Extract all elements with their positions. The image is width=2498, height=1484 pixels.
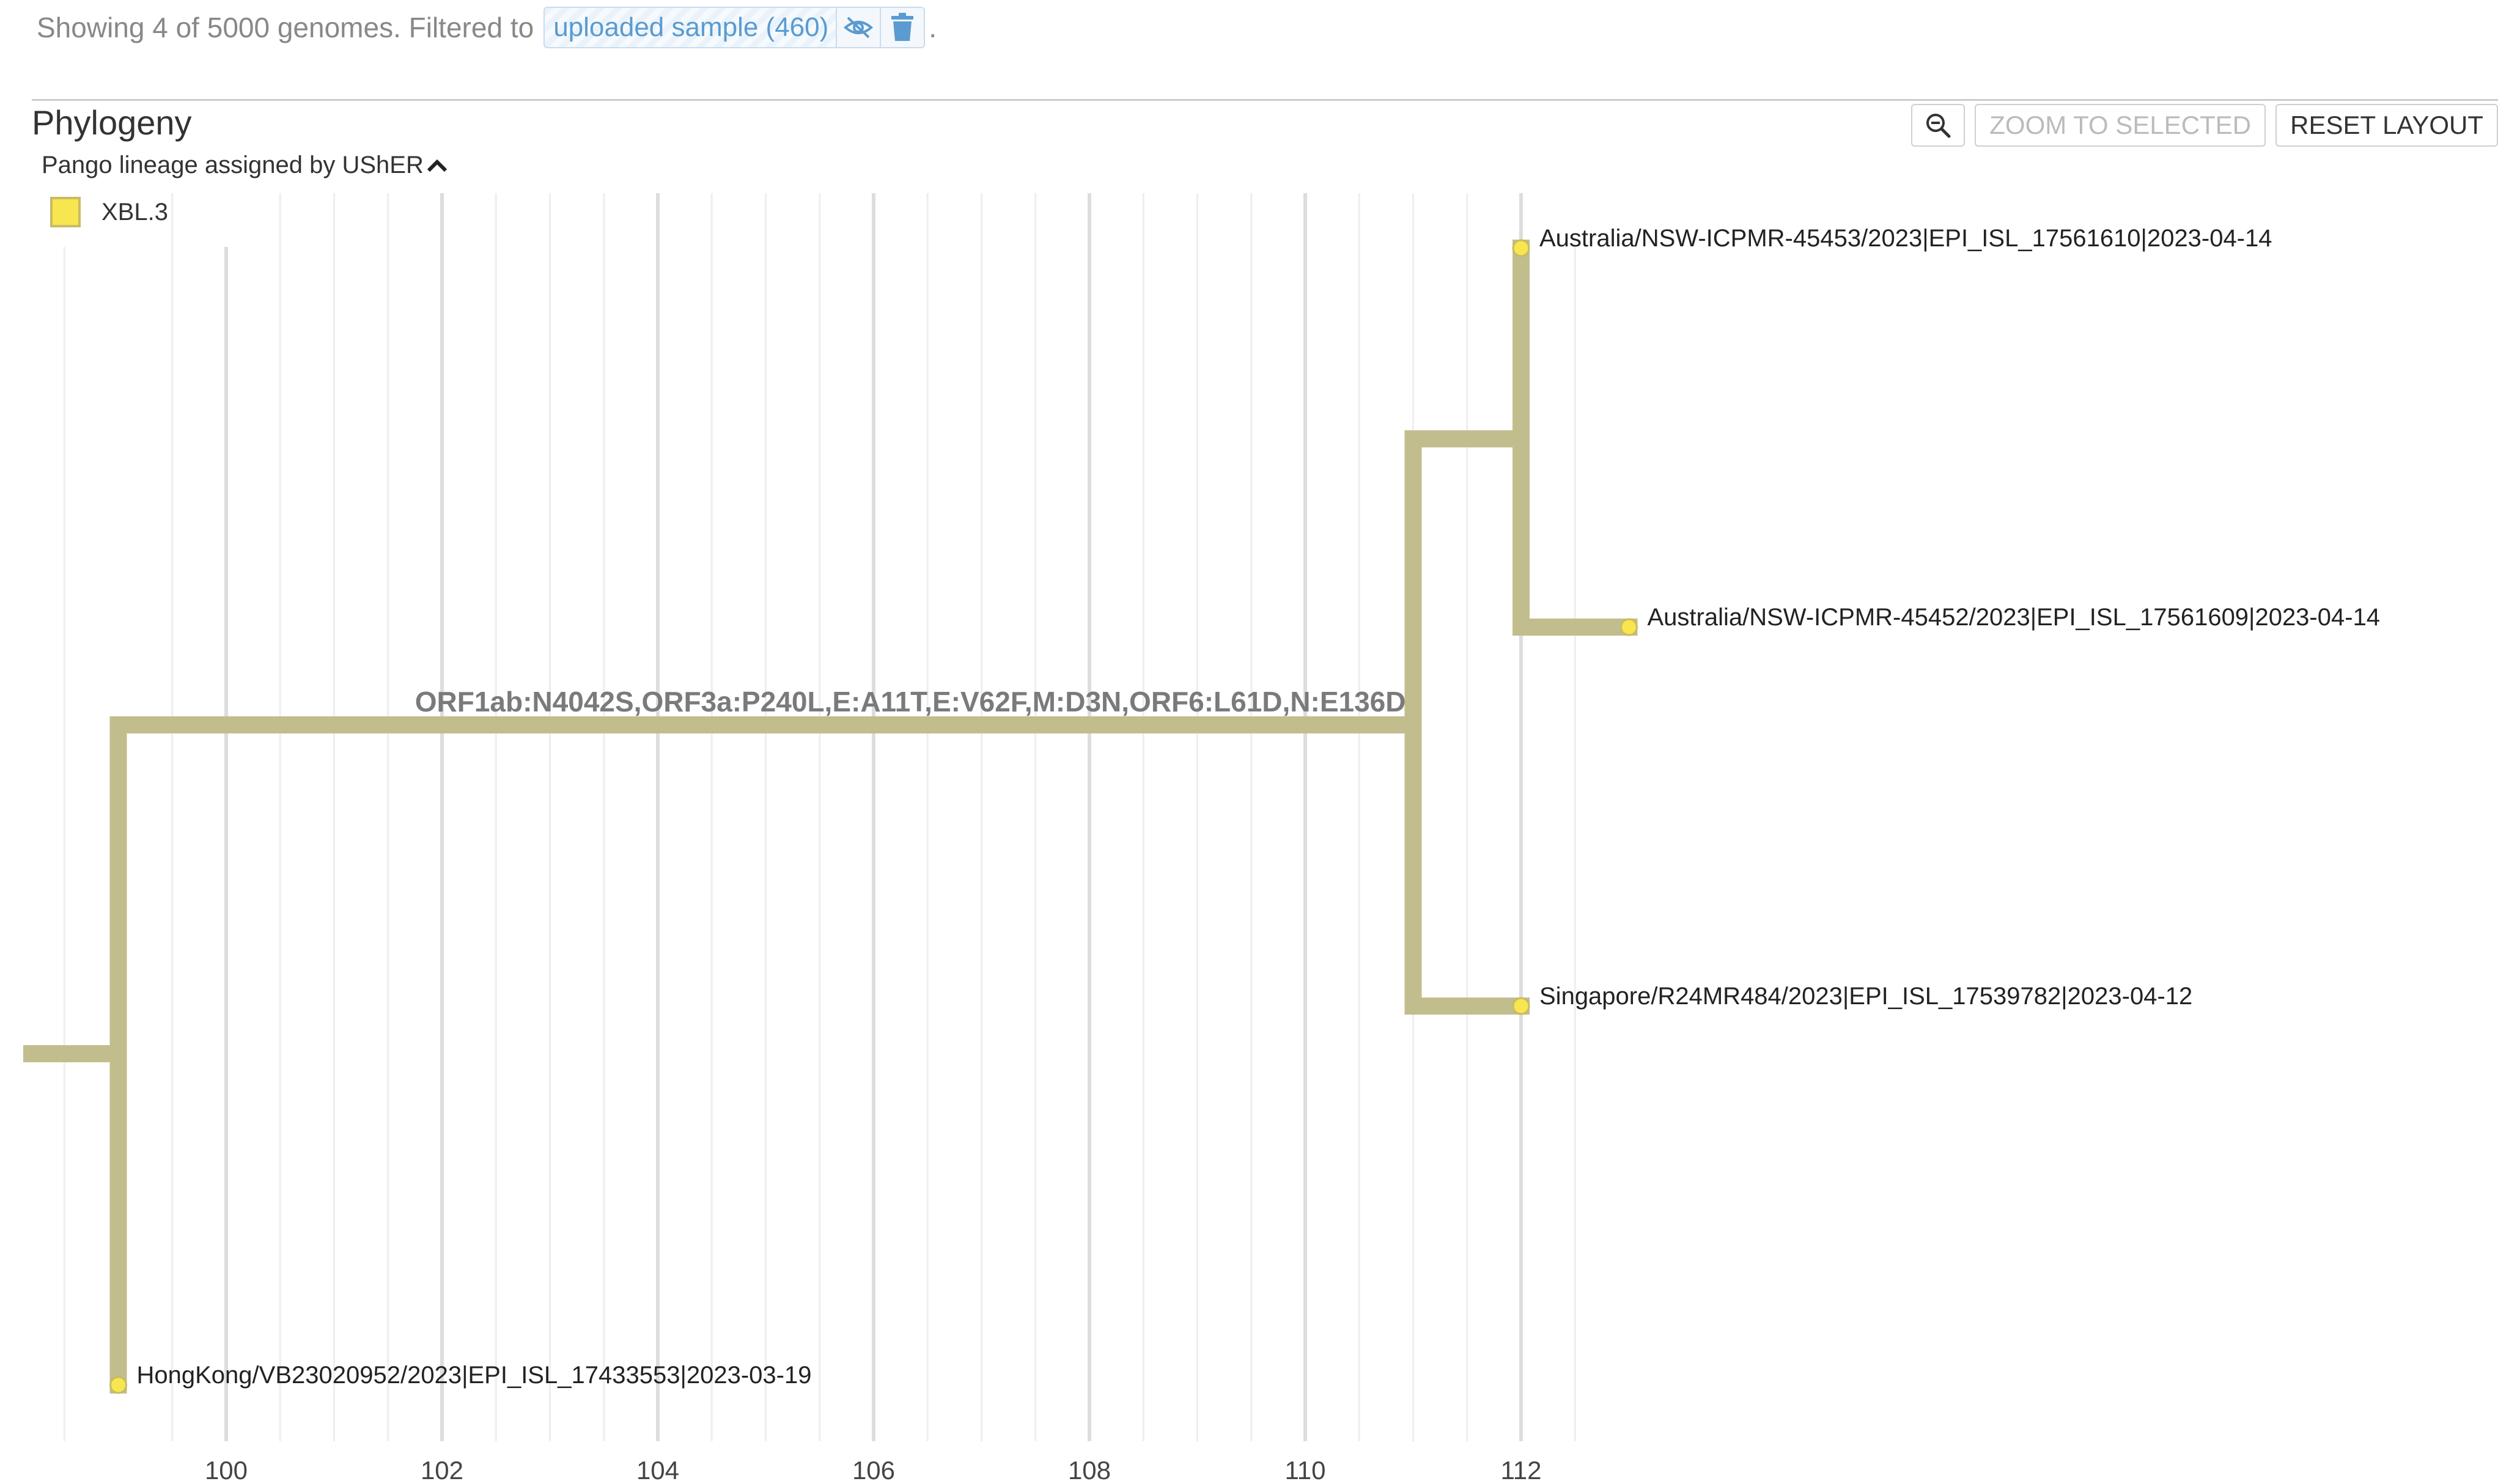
zoom-out-button[interactable] — [1911, 104, 1966, 147]
x-tick-label: 104 — [636, 1456, 679, 1484]
tip-node[interactable] — [109, 1376, 127, 1394]
tip-node[interactable] — [1620, 618, 1638, 636]
legend-item-xbl3[interactable]: XBL.3 — [50, 197, 168, 227]
tip-node[interactable] — [1512, 997, 1530, 1015]
x-tick-label: 108 — [1068, 1456, 1111, 1484]
legend-title[interactable]: Pango lineage assigned by UShER — [42, 152, 448, 179]
x-tick-label: 112 — [1501, 1456, 1542, 1484]
grid-lines — [63, 193, 1576, 1441]
tip-label[interactable]: Australia/NSW-ICPMR-45452/2023|EPI_ISL_1… — [1648, 604, 2381, 631]
tree-toolbar: ZOOM TO SELECTED RESET LAYOUT — [1911, 104, 2498, 147]
remove-filter-button[interactable] — [880, 8, 924, 47]
tree-tips: Australia/NSW-ICPMR-45453/2023|EPI_ISL_1… — [109, 225, 2381, 1394]
tip-label[interactable]: Singapore/R24MR484/2023|EPI_ISL_17539782… — [1539, 983, 2192, 1010]
filter-chip-label[interactable]: uploaded sample (460) — [553, 12, 829, 42]
tip-label[interactable]: Australia/NSW-ICPMR-45453/2023|EPI_ISL_1… — [1539, 225, 2272, 252]
tip-node[interactable] — [1512, 239, 1530, 257]
x-tick-label: 110 — [1285, 1456, 1326, 1484]
filter-period: . — [929, 12, 937, 43]
x-axis: 100 102 104 106 108 110 112 — [205, 1456, 1542, 1484]
trash-icon — [891, 13, 914, 41]
chevron-up-icon — [427, 159, 447, 172]
filter-status-text: Showing 4 of 5000 genomes. Filtered to — [37, 12, 534, 43]
legend-item-label: XBL.3 — [101, 198, 168, 226]
eye-slash-icon — [844, 17, 874, 39]
legend-swatch — [50, 197, 81, 227]
tip-label[interactable]: HongKong/VB23020952/2023|EPI_ISL_1743355… — [137, 1362, 812, 1389]
legend-title-text: Pango lineage assigned by UShER — [42, 152, 424, 178]
filter-chip: uploaded sample (460) — [543, 7, 926, 48]
filter-status: Showing 4 of 5000 genomes. Filtered to u… — [37, 5, 937, 50]
zoom-to-selected-button[interactable]: ZOOM TO SELECTED — [1975, 104, 2266, 147]
x-tick-label: 102 — [421, 1456, 463, 1484]
x-tick-label: 106 — [852, 1456, 895, 1484]
hide-filter-button[interactable] — [836, 8, 880, 47]
reset-layout-button[interactable]: RESET LAYOUT — [2275, 104, 2498, 147]
branch-mutation-label: ORF1ab:N4042S,ORF3a:P240L,E:A11T,E:V62F,… — [415, 686, 1406, 718]
zoom-out-icon — [1926, 114, 1951, 138]
header-divider — [32, 99, 2498, 101]
x-tick-label: 100 — [205, 1456, 248, 1484]
panel-title: Phylogeny — [32, 103, 192, 142]
tree-branches: ORF1ab:N4042S,ORF3a:P240L,E:A11T,E:V62F,… — [23, 240, 1638, 1394]
